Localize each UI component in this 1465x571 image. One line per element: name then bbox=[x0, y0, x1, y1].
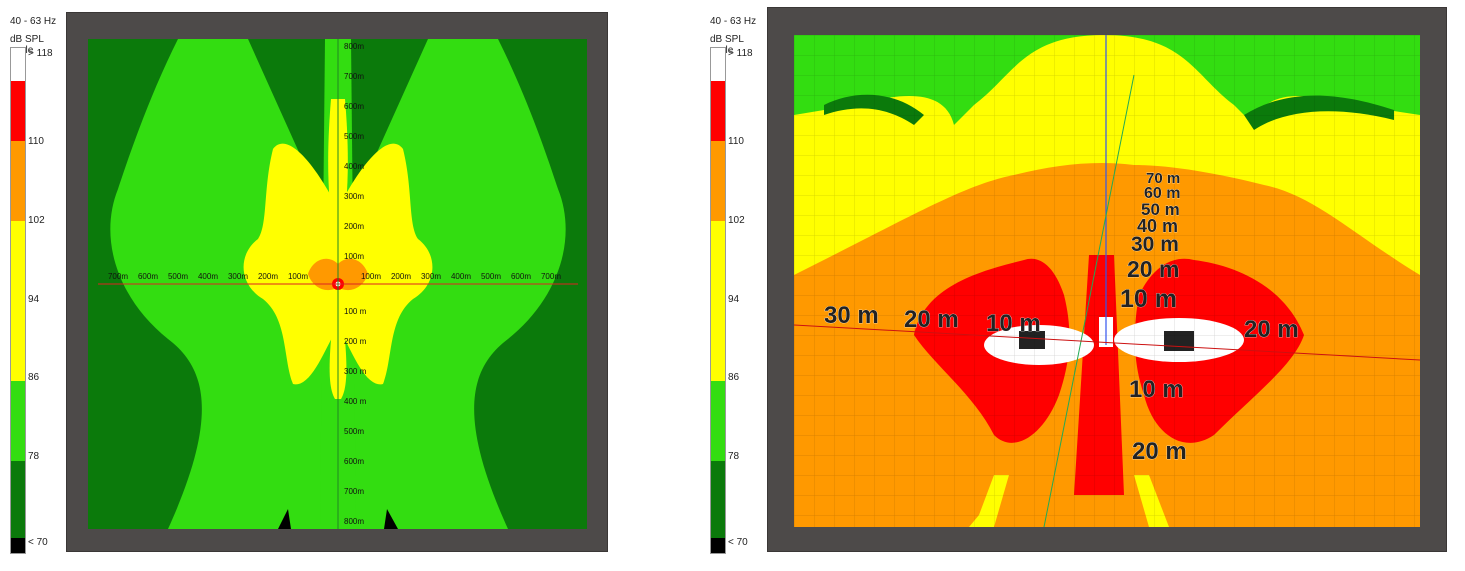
depth-axis bbox=[1043, 74, 1135, 527]
y-tick-label: 100m bbox=[344, 252, 364, 261]
db-scale-legend: 40 - 63 Hz dB SPL scale > 118 110 102 94… bbox=[0, 0, 68, 560]
depth-label: 30 m bbox=[1131, 233, 1179, 256]
depth-label: 20 m bbox=[1127, 256, 1179, 282]
colorbar bbox=[10, 47, 26, 554]
side-label: 10 m bbox=[986, 310, 1041, 337]
scale-label: < 70 bbox=[28, 537, 48, 548]
band-red bbox=[11, 81, 25, 141]
width-axis bbox=[794, 324, 1420, 361]
scale-label: 78 bbox=[28, 451, 40, 462]
band-yellow bbox=[11, 221, 25, 381]
x-tick-label: 400m bbox=[451, 272, 471, 281]
x-tick-label: 400m bbox=[198, 272, 218, 281]
band-darkgreen bbox=[711, 461, 725, 538]
scale-label: 110 bbox=[28, 136, 44, 147]
y-tick-label: 300 m bbox=[344, 367, 367, 376]
side-label: 20 m bbox=[1244, 316, 1299, 343]
scale-label: > 118 bbox=[28, 48, 53, 59]
colorbar bbox=[710, 47, 726, 554]
scale-label: 86 bbox=[728, 372, 740, 383]
y-tick-label: 300m bbox=[344, 192, 364, 201]
band-orange bbox=[11, 141, 25, 221]
x-tick-label: 600m bbox=[138, 272, 158, 281]
perspective-view-map: 70 m60 m50 m40 m30 m20 m10 m30 m 20 m 10 m… bbox=[794, 35, 1420, 527]
plan-view-map: 700m 600m 500m 400m 300m 200m 100m 100m 200m 300m… bbox=[88, 39, 587, 529]
band-black bbox=[11, 538, 25, 553]
perspective-view-panel: 40 - 63 Hz dB SPL scale > 118 110 102 94… bbox=[700, 0, 1465, 571]
perspective-labels: 70 m60 m50 m40 m30 m20 m10 m30 m 20 m 10 m… bbox=[824, 170, 1299, 466]
scale-label: < 70 bbox=[728, 537, 748, 548]
y-tick-label: 800m bbox=[344, 42, 364, 51]
plan-view-panel: 40 - 63 Hz dB SPL scale > 118 110 102 94… bbox=[0, 0, 700, 571]
scale-label: 78 bbox=[728, 451, 740, 462]
ground-grid bbox=[794, 35, 1420, 527]
depth-label: 60 m bbox=[1144, 185, 1180, 202]
scale-label: 94 bbox=[28, 294, 40, 305]
x-tick-label: 500m bbox=[481, 272, 501, 281]
y-tick-label: 700m bbox=[344, 487, 364, 496]
x-tick-label: 200m bbox=[258, 272, 278, 281]
band-darkgreen bbox=[11, 461, 25, 538]
db-scale-legend: 40 - 63 Hz dB SPL scale > 118 110 102 94… bbox=[700, 0, 768, 560]
band-green bbox=[711, 381, 725, 461]
x-tick-label: 100m bbox=[361, 272, 381, 281]
black-mark bbox=[278, 509, 291, 529]
x-tick-label: 300m bbox=[228, 272, 248, 281]
x-tick-label: 600m bbox=[511, 272, 531, 281]
scale-label: 102 bbox=[728, 215, 745, 226]
band-orange bbox=[711, 141, 725, 221]
front-label: 10 m bbox=[1129, 376, 1184, 403]
x-tick-label: 100m bbox=[288, 272, 308, 281]
y-tick-label: 600m bbox=[344, 102, 364, 111]
depth-label: 10 m bbox=[1120, 285, 1177, 313]
band-yellow bbox=[711, 221, 725, 381]
scale-label: 110 bbox=[728, 136, 744, 147]
band-red bbox=[711, 81, 725, 141]
x-tick-label: 200m bbox=[391, 272, 411, 281]
y-tick-label: 500m bbox=[344, 427, 364, 436]
frequency-label: 40 - 63 Hz bbox=[10, 16, 57, 27]
x-tick-label: 300m bbox=[421, 272, 441, 281]
depth-label: 40 m bbox=[1137, 216, 1178, 236]
side-label: 20 m bbox=[904, 306, 959, 333]
y-tick-label: 200m bbox=[344, 222, 364, 231]
x-tick-label: 700m bbox=[541, 272, 561, 281]
x-tick-label: 500m bbox=[168, 272, 188, 281]
y-tick-label: 600m bbox=[344, 457, 364, 466]
band-green bbox=[11, 381, 25, 461]
depth-label: 70 m bbox=[1146, 170, 1180, 187]
front-label: 20 m bbox=[1132, 438, 1187, 465]
scale-label: 102 bbox=[28, 215, 45, 226]
side-label: 30 m bbox=[824, 302, 879, 329]
band-black bbox=[711, 538, 725, 553]
band-white bbox=[11, 48, 25, 81]
plan-ticks: 700m 600m 500m 400m 300m 200m 100m 100m 200m 300m… bbox=[108, 42, 561, 526]
y-tick-label: 400 m bbox=[344, 397, 367, 406]
y-tick-label: 700m bbox=[344, 72, 364, 81]
black-mark bbox=[384, 509, 398, 529]
scale-label: 94 bbox=[728, 294, 740, 305]
y-tick-label: 500m bbox=[344, 132, 364, 141]
band-white bbox=[711, 48, 725, 81]
y-tick-label: 200 m bbox=[344, 337, 367, 346]
y-tick-label: 100 m bbox=[344, 307, 367, 316]
x-tick-label: 700m bbox=[108, 272, 128, 281]
scale-label: 86 bbox=[28, 372, 40, 383]
y-tick-label: 400m bbox=[344, 162, 364, 171]
frequency-label: 40 - 63 Hz bbox=[710, 16, 757, 27]
depth-label: 50 m bbox=[1141, 200, 1180, 219]
y-tick-label: 800m bbox=[344, 517, 364, 526]
scale-label: > 118 bbox=[728, 48, 753, 59]
